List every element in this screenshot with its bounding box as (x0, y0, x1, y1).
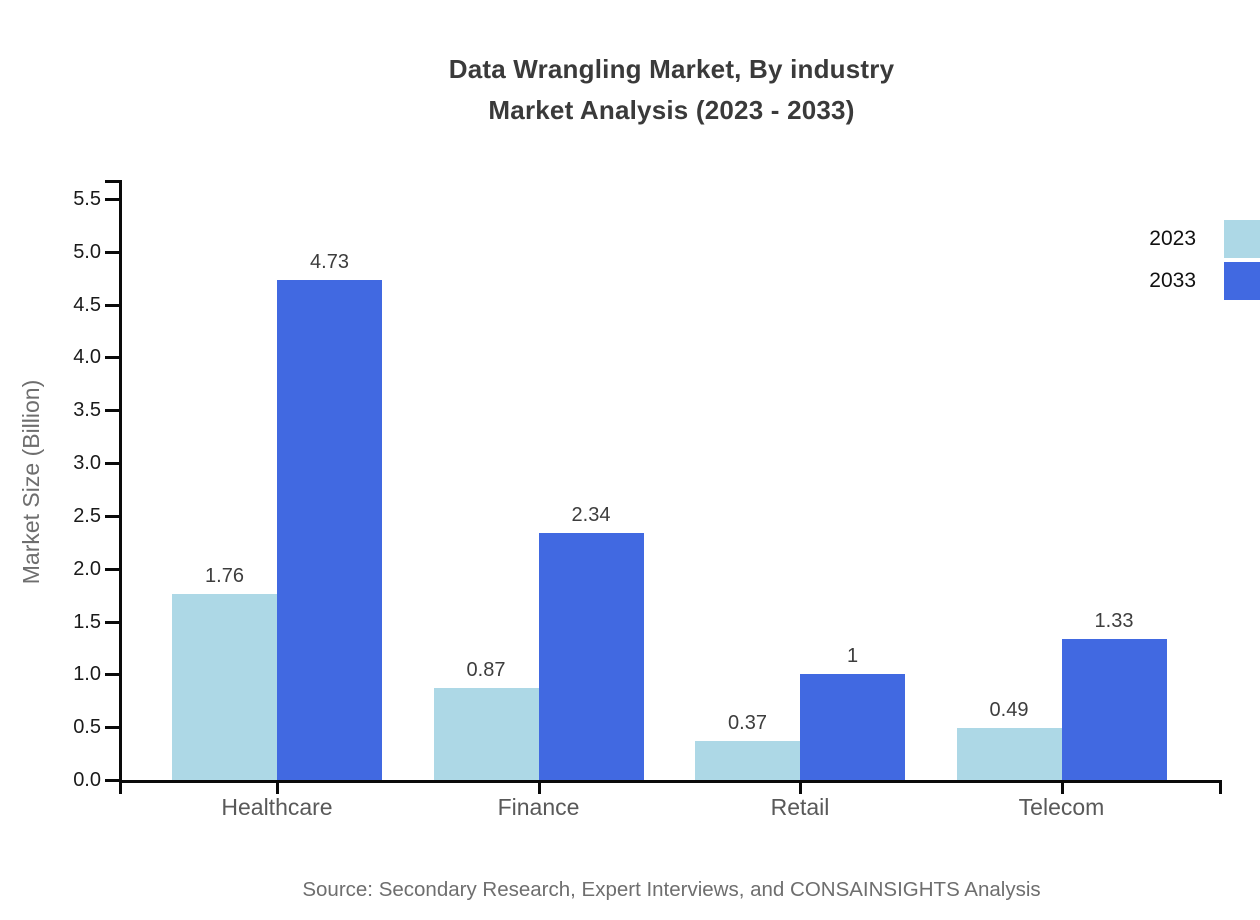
y-tick-label: 5.5 (73, 187, 101, 210)
y-tick (105, 779, 119, 782)
y-tick-label: 2.0 (73, 557, 101, 580)
x-axis-line (119, 780, 1222, 783)
y-tick-label: 3.0 (73, 452, 101, 475)
y-tick (105, 620, 119, 624)
y-axis-top-cap (105, 180, 119, 183)
x-category-label: Retail (770, 794, 830, 820)
x-tick (799, 780, 802, 794)
bar-value-label: 0.49 (989, 699, 1029, 722)
x-category-label: Telecom (1018, 794, 1105, 820)
bar-value-label: 0.87 (466, 659, 506, 682)
y-tick-label: 0.5 (73, 716, 101, 739)
x-axis-right-cap (1219, 780, 1222, 794)
bar-2033-telecom (1061, 639, 1167, 780)
y-tick-label: 1.0 (73, 663, 101, 686)
bar-2023-finance (433, 688, 539, 780)
y-tick-label: 3.5 (73, 399, 101, 422)
y-tick (105, 462, 119, 466)
bar-2023-telecom (956, 728, 1062, 780)
y-tick (105, 356, 119, 360)
y-tick (105, 250, 119, 254)
y-tick (105, 197, 119, 201)
y-axis-line (119, 180, 122, 794)
bar-2033-healthcare (277, 280, 382, 780)
source-attribution: Source: Secondary Research, Expert Inter… (302, 878, 1041, 901)
x-category-label: Healthcare (221, 794, 333, 820)
legend-swatch-2023 (1224, 220, 1260, 258)
bar-2023-retail (695, 740, 800, 780)
y-tick (105, 303, 119, 307)
chart-subtitle: Market Analysis (2023 - 2033) (488, 95, 855, 125)
bar-value-label: 0.37 (728, 711, 767, 734)
x-category-label: Finance (497, 794, 580, 820)
bar-value-label: 2.34 (571, 503, 611, 526)
bar-2033-retail (800, 674, 905, 780)
bar-value-label: 1.33 (1094, 610, 1134, 633)
bar-value-label: 4.73 (310, 251, 349, 274)
bar-2033-finance (538, 532, 644, 780)
y-tick-label: 4.0 (73, 346, 101, 369)
y-tick (105, 409, 119, 413)
y-tick-label: 2.5 (73, 504, 101, 527)
y-tick (105, 673, 119, 677)
y-tick (105, 514, 119, 518)
legend-label-2023: 2023 (1149, 227, 1196, 250)
chart-title: Data Wrangling Market, By industry (448, 54, 895, 84)
bar-value-label: 1 (846, 645, 859, 668)
y-tick (105, 567, 119, 571)
y-tick (105, 726, 119, 730)
y-tick-label: 4.5 (73, 293, 101, 316)
x-tick (1060, 780, 1064, 794)
y-tick-label: 1.5 (73, 610, 101, 633)
legend-swatch-2033 (1224, 262, 1260, 300)
x-tick (537, 780, 541, 794)
y-tick-label: 0.0 (73, 769, 101, 791)
x-tick (276, 780, 279, 794)
y-tick-label: 5.0 (73, 240, 101, 263)
bar-2023-healthcare (172, 594, 277, 780)
bar-value-label: 1.76 (205, 565, 244, 588)
legend-label-2033: 2033 (1149, 269, 1196, 292)
